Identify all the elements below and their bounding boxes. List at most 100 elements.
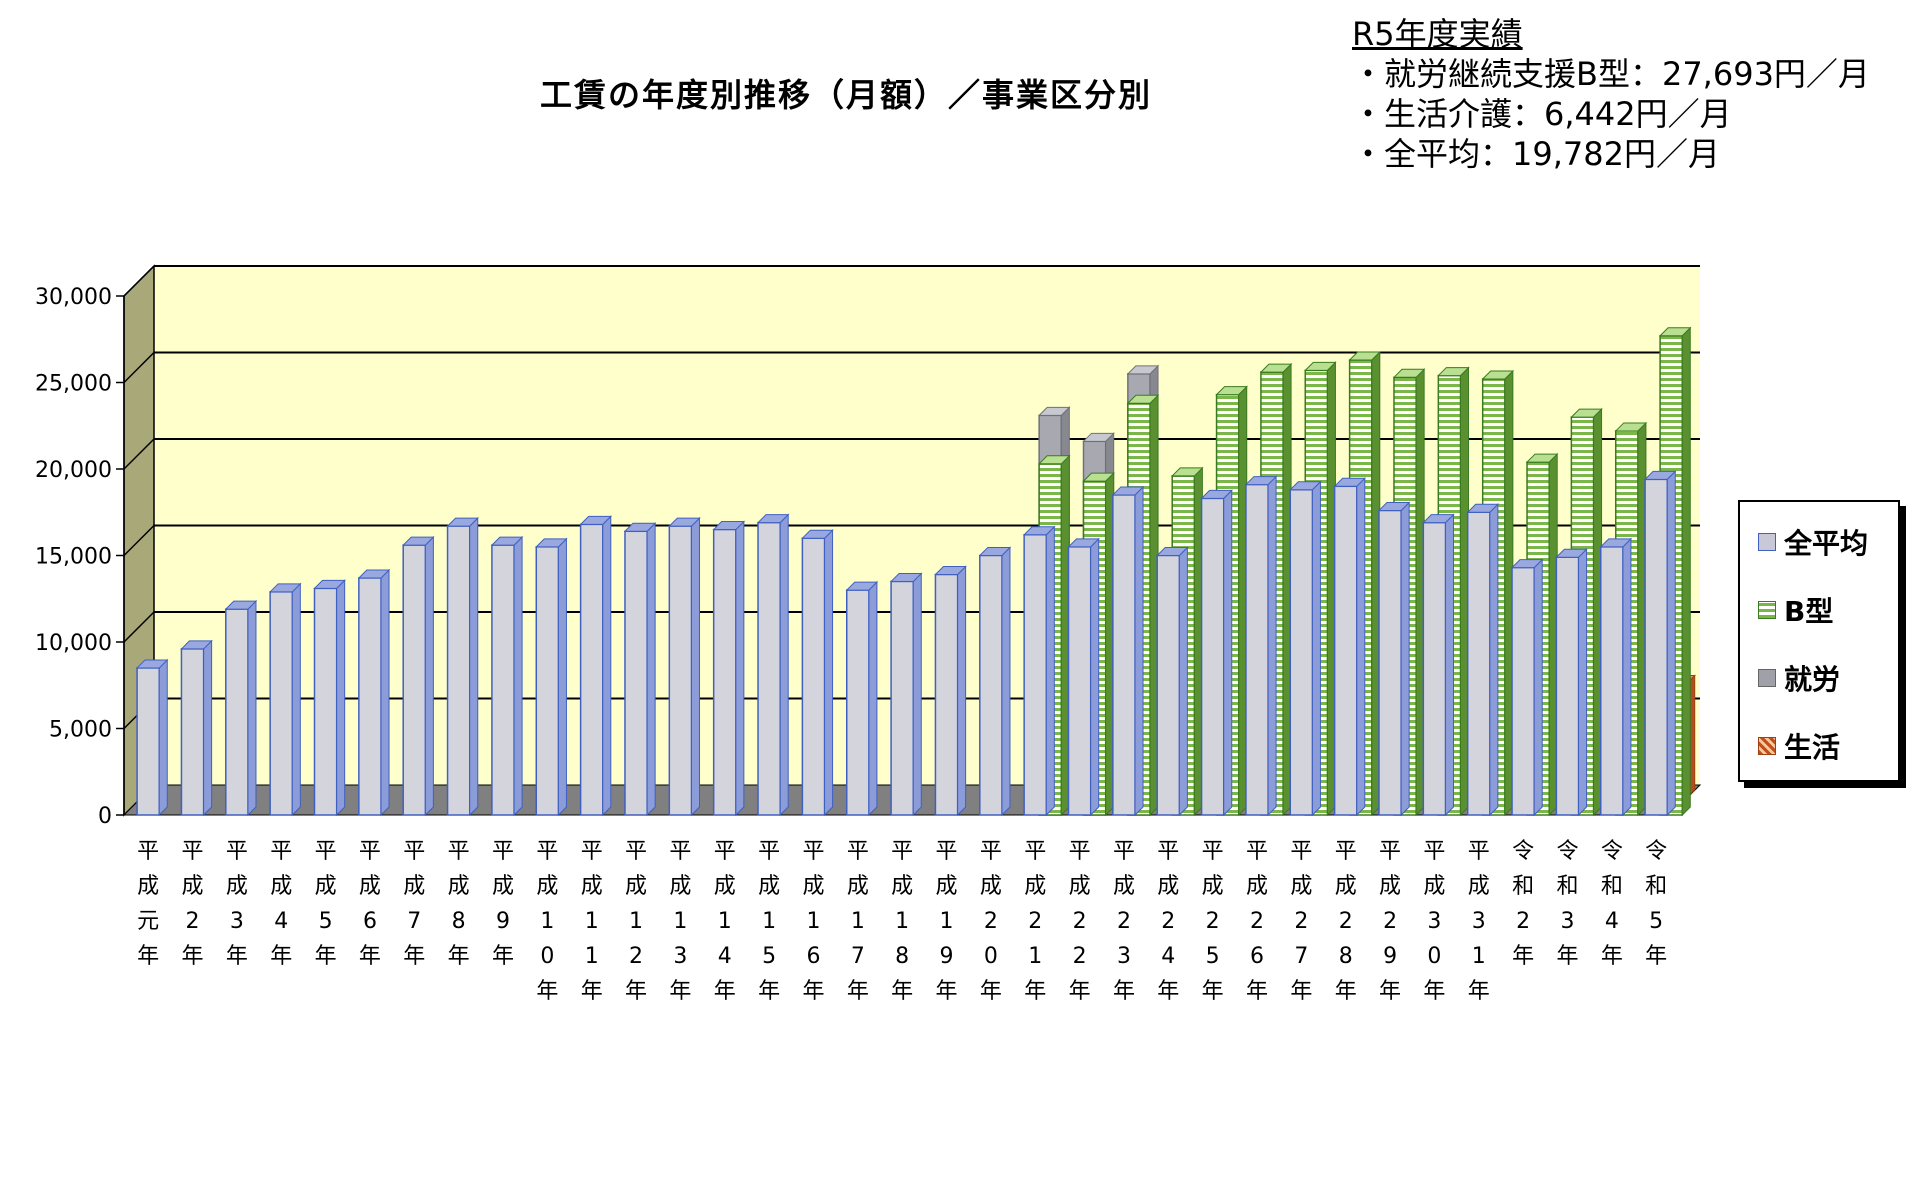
legend-label-shuro: 就労: [1784, 663, 1841, 696]
bar-average: [313, 579, 346, 817]
x-category-label: 令和 4 年: [1601, 839, 1623, 969]
x-category-char: 平: [492, 839, 514, 864]
x-category-char: 平: [137, 839, 159, 864]
legend-label-b: B型: [1784, 595, 1834, 628]
x-category-char: 平: [625, 839, 647, 864]
bar-average: [1555, 548, 1588, 817]
x-category-char: 成: [1202, 874, 1224, 899]
r5-line-b: ・就労継続支援B型：27,693円／月: [1352, 55, 1870, 93]
bar-average-front: [1067, 546, 1092, 816]
bar-average: [623, 522, 657, 817]
x-category-char: 年: [137, 944, 159, 969]
x-category-label: 平成 2 3 年: [1113, 839, 1135, 1004]
x-category-char: 年: [891, 979, 913, 1004]
bar-average-top: [579, 515, 613, 525]
bar-b-top: [1259, 363, 1293, 373]
bar-average-front: [712, 528, 737, 816]
bar-average-side: [1445, 513, 1455, 817]
bar-average-top: [224, 600, 258, 610]
bar-average-front: [358, 577, 382, 816]
x-category-char: 3: [1560, 909, 1574, 934]
x-category-label: 平成 2 9 年: [1379, 839, 1401, 1004]
x-category-char: 年: [1069, 979, 1091, 1004]
bar-average-side: [1178, 546, 1188, 817]
x-category-char: 和: [1512, 874, 1534, 899]
bar-average: [579, 515, 613, 817]
bar-b-top: [1658, 327, 1692, 337]
bar-average-front: [579, 523, 604, 816]
bar-average-top: [1643, 470, 1677, 480]
bar-average-top: [978, 547, 1012, 556]
x-category-char: 年: [1423, 979, 1445, 1004]
x-category-char: 年: [226, 944, 248, 969]
bar-average: [357, 568, 391, 817]
gridline-diagonal: [123, 265, 155, 297]
x-category-char: 平: [270, 839, 292, 864]
bar-average-front: [934, 573, 959, 816]
x-category-char: 1: [851, 909, 865, 934]
x-category-char: 年: [182, 944, 204, 969]
bar-average-side: [1223, 489, 1233, 817]
x-category-char: 平: [1468, 839, 1490, 864]
x-category-label: 平成 6 年: [359, 839, 381, 969]
x-category-char: 年: [359, 944, 381, 969]
x-category-char: 和: [1556, 874, 1578, 899]
x-category-char: 成: [714, 874, 736, 899]
x-category-char: 成: [1468, 874, 1490, 899]
x-category-char: 平: [1379, 839, 1401, 864]
x-category-char: 2: [1206, 909, 1220, 934]
bar-average: [1067, 537, 1100, 817]
bar-average-front: [446, 525, 471, 816]
bar-average: [1466, 503, 1500, 817]
x-category-char: 9: [1383, 944, 1397, 969]
bar-average-front: [1466, 511, 1491, 816]
legend-label-seikatsu: 生活: [1784, 731, 1841, 764]
x-category-label: 令和 5 年: [1645, 839, 1667, 969]
bar-average-top: [1377, 502, 1411, 512]
bar-average-top: [1022, 526, 1056, 536]
y-tick-label: 25,000: [35, 372, 112, 397]
bar-average-side: [824, 528, 834, 817]
bar-average-top: [135, 659, 169, 669]
bar-average: [1022, 525, 1056, 817]
bar-average: [756, 513, 790, 817]
bar-average-side: [336, 579, 346, 817]
gridline-diagonal: [123, 524, 155, 557]
x-category-char: 年: [1468, 979, 1490, 1004]
bar-average-top: [934, 566, 967, 576]
x-category-char: 年: [270, 944, 292, 969]
bar-average-top: [446, 517, 479, 527]
x-category-label: 平成 2 0 年: [980, 839, 1002, 1004]
bar-average-side: [380, 568, 390, 817]
x-category-char: 4: [274, 909, 288, 934]
x-category-char: 成: [847, 874, 869, 899]
x-category-char: 年: [536, 979, 558, 1004]
y-tick-label: 10,000: [35, 631, 112, 656]
x-category-char: 6: [1250, 944, 1264, 969]
x-category-char: 年: [1157, 979, 1179, 1004]
x-category-char: 1: [895, 909, 909, 934]
y-tick-label: 30,000: [35, 285, 112, 310]
x-category-label: 平成 2 4 年: [1157, 839, 1179, 1004]
legend-swatch-seikatsu: [1758, 737, 1776, 755]
bar-average-front: [180, 648, 205, 816]
x-category-char: 3: [1117, 944, 1131, 969]
bar-average-front: [1644, 478, 1669, 816]
legend-item-b: B型: [1758, 590, 1833, 630]
bar-average-side: [158, 658, 168, 817]
x-category-char: 成: [270, 874, 292, 899]
x-category-char: 成: [448, 874, 470, 899]
x-category-char: 2: [186, 909, 200, 934]
x-category-char: 成: [1069, 874, 1091, 899]
bar-average-side: [1311, 480, 1321, 817]
x-category-char: 平: [1113, 839, 1135, 864]
x-category-char: 年: [581, 979, 603, 1004]
bar-average: [1510, 558, 1544, 817]
legend-item-seikatsu: 生活: [1758, 726, 1840, 766]
bar-average-side: [602, 515, 612, 817]
bar-average-front: [225, 608, 249, 816]
x-category-char: 成: [1246, 874, 1268, 899]
x-category-label: 平成 9 年: [492, 839, 514, 969]
bar-average: [1377, 501, 1411, 817]
bar-average-side: [646, 522, 656, 817]
